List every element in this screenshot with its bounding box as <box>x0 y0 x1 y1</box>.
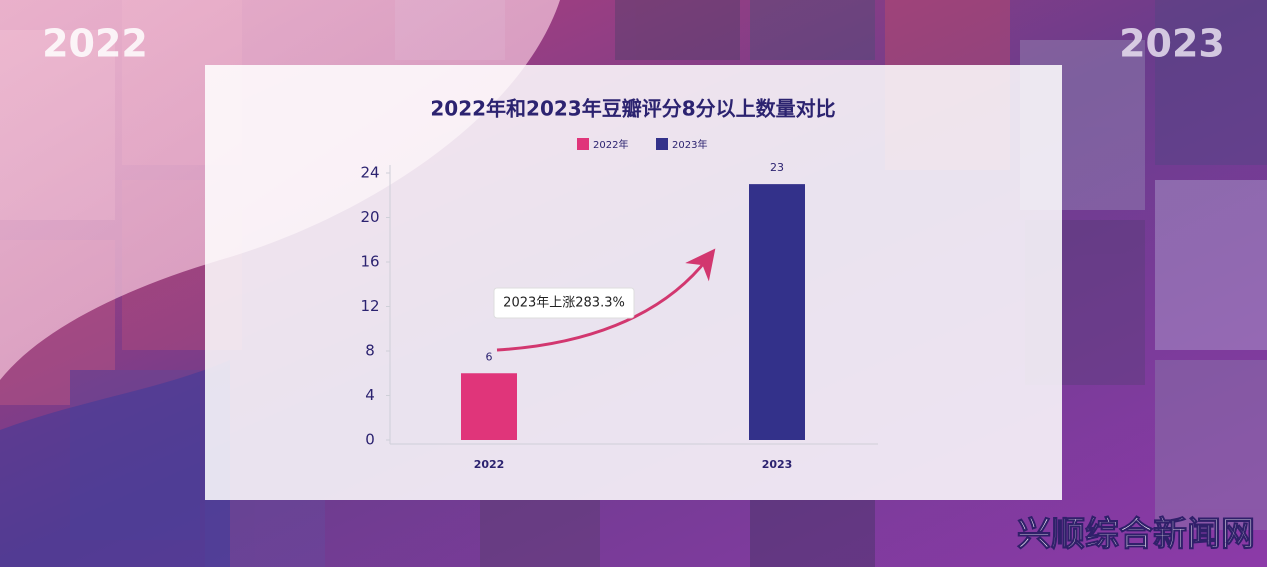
annotation: 2023年上涨283.3% <box>503 296 625 311</box>
x-tick-label: 2023 <box>762 458 793 471</box>
bar <box>749 184 805 440</box>
chart-title: 2022年和2023年豆瓣评分8分以上数量对比 <box>430 97 835 121</box>
y-tick-label: 20 <box>360 208 379 226</box>
y-tick-label: 16 <box>360 253 379 271</box>
value-label: 6 <box>486 350 493 363</box>
y-tick-label: 12 <box>360 297 379 315</box>
legend: 2022年 2023年 <box>577 138 707 151</box>
right-year: 2023 <box>1119 22 1225 66</box>
x-tick-label: 2022 <box>474 458 505 471</box>
swoosh-bottom <box>0 360 230 567</box>
bar <box>461 373 517 440</box>
left-year: 2022 <box>42 22 148 66</box>
chart-panel <box>205 65 1062 500</box>
legend-swatch <box>656 138 668 150</box>
y-tick-label: 8 <box>365 342 375 360</box>
legend-label: 2022年 <box>593 138 628 151</box>
value-label: 23 <box>770 161 784 174</box>
y-tick-label: 4 <box>365 386 375 404</box>
legend-swatch <box>577 138 589 150</box>
watermark: 兴顺综合新闻网 <box>1017 515 1255 555</box>
annotation-box <box>493 287 635 319</box>
growth-arrow <box>496 248 716 352</box>
plot: 0 4 8 12 16 20 24 2022 2023 6 23 <box>360 161 805 471</box>
y-tick-label: 0 <box>365 431 375 449</box>
y-tick-label: 24 <box>360 164 379 182</box>
legend-label: 2023年 <box>672 138 707 151</box>
